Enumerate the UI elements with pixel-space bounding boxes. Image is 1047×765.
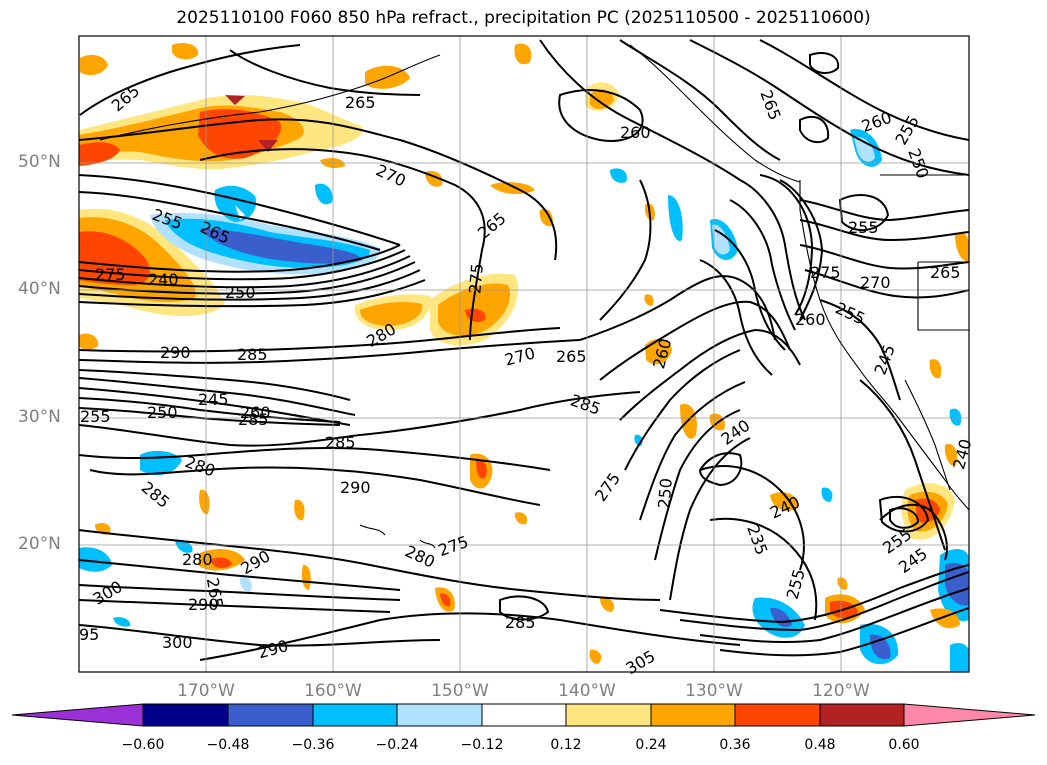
colorbar-tick: 0.48: [804, 737, 836, 753]
colorbar-tick: 0.60: [888, 737, 920, 753]
colorbar-tick: −0.60: [121, 737, 165, 753]
contour-label: 265: [556, 347, 587, 366]
contour-label: 245: [198, 390, 229, 409]
colorbar-bin: [396, 703, 483, 727]
lon-label-120w: 120°W: [812, 681, 870, 701]
colorbar-bin: [312, 703, 398, 727]
lon-label-130w: 130°W: [685, 681, 743, 701]
contour-label: 240: [148, 270, 179, 289]
colorbar-tick: 0.36: [719, 737, 751, 753]
colorbar-bin: [142, 703, 229, 727]
contour-label: 300: [162, 633, 193, 652]
colorbar-tick: −0.24: [375, 737, 419, 753]
contour-label: 260: [240, 403, 271, 422]
contour-label: 270: [860, 273, 891, 292]
colorbar-tick: 0.24: [635, 737, 667, 753]
contour-label: 250: [147, 403, 178, 422]
contour-label: 285: [237, 345, 268, 364]
lat-label-20n: 20°N: [18, 534, 61, 554]
contour-lines: [79, 39, 969, 661]
contour-label: 265: [930, 263, 961, 282]
contour-label: 275: [95, 265, 126, 284]
lat-label-40n: 40°N: [18, 279, 61, 299]
colorbar-tick: −0.12: [460, 737, 504, 753]
contour-label: 290: [188, 595, 219, 614]
contour-label: 250: [225, 283, 256, 302]
colorbar-bin: [227, 703, 314, 727]
colorbar-bin: [565, 703, 652, 727]
contour-label: 260: [620, 123, 651, 142]
coastline: [99, 44, 969, 549]
contour-label: 285: [505, 613, 536, 632]
colorbar-bin: [819, 703, 905, 727]
map-frame: [78, 35, 970, 673]
contour-label: 255: [848, 218, 879, 237]
colorbar-extend-low: [11, 703, 144, 727]
map-title: 2025110100 F060 850 hPa refract., precip…: [176, 8, 871, 28]
colorbar-extend-high: [903, 703, 1036, 727]
precip-fill-layer: [79, 43, 969, 672]
contour-label: 260: [795, 310, 826, 329]
contour-label: 285: [238, 410, 269, 429]
contour-label: 290: [160, 343, 191, 362]
contour-label: 285: [325, 433, 356, 452]
lat-label-30n: 30°N: [18, 407, 61, 427]
gridlines: [79, 36, 969, 672]
colorbar-tick: −0.36: [291, 737, 335, 753]
lon-label-160w: 160°W: [304, 681, 362, 701]
contour-label: 95: [79, 625, 99, 644]
contour-label: 275: [810, 263, 841, 282]
lon-label-140w: 140°W: [558, 681, 616, 701]
colorbar-tick: −0.48: [206, 737, 250, 753]
colorbar-bin: [650, 703, 736, 727]
contour-label: 265: [345, 93, 376, 112]
colorbar-bin: [481, 703, 567, 727]
colorbar: [11, 703, 1036, 727]
contour-label: 280: [182, 550, 213, 569]
lon-label-150w: 150°W: [431, 681, 489, 701]
colorbar-bin: [734, 703, 821, 727]
contour-label: 250: [654, 477, 676, 509]
contour-label: 255: [80, 407, 111, 426]
lon-label-170w: 170°W: [177, 681, 235, 701]
colorbar-tick: 0.12: [550, 737, 582, 753]
contour-label: 275: [465, 263, 487, 295]
lat-label-50n: 50°N: [18, 152, 61, 172]
contour-label: 290: [340, 478, 371, 497]
